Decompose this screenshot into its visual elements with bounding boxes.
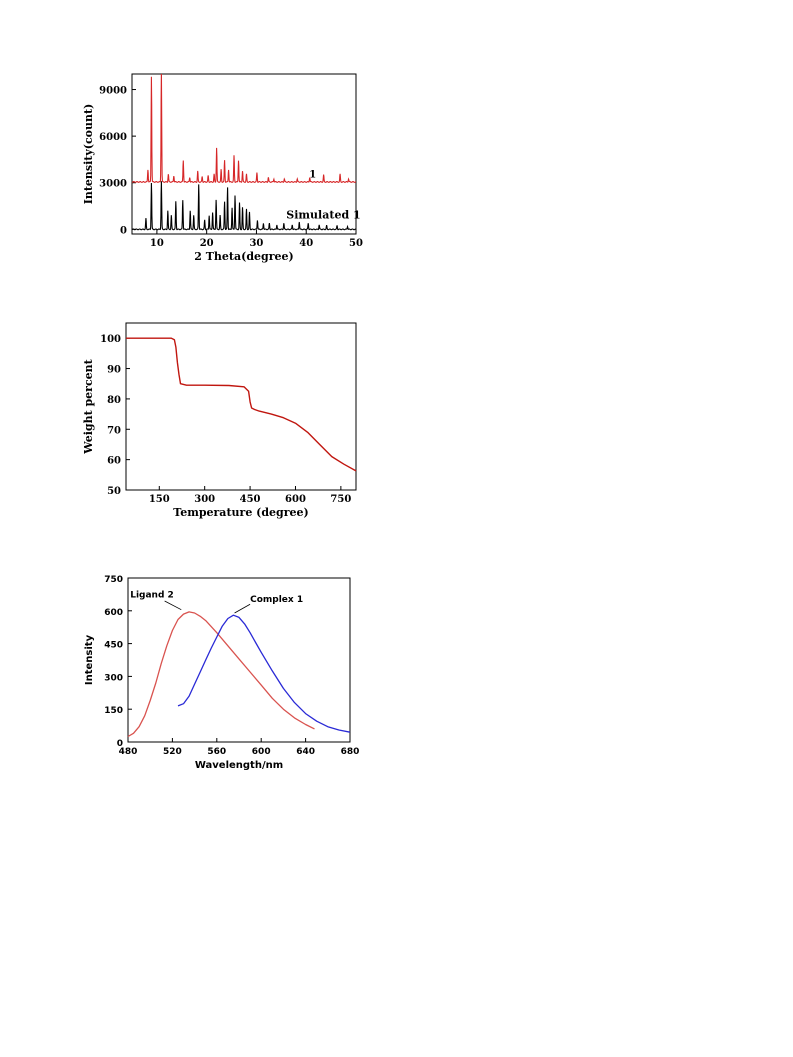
- x-tick-label: 20: [200, 238, 214, 249]
- x-tick-label: 750: [330, 494, 351, 505]
- y-tick-label: 90: [107, 365, 121, 376]
- y-tick-label: 300: [104, 673, 123, 683]
- annotation-leader-ligand-2: [164, 600, 182, 611]
- x-tick-label: 560: [207, 747, 226, 757]
- y-tick-label: 70: [107, 425, 121, 436]
- y-tick-label: 750: [104, 575, 123, 585]
- y-tick-label: 9000: [99, 86, 127, 97]
- y-tick-label: 80: [107, 395, 121, 406]
- series-line-simulated-1: [132, 181, 356, 231]
- x-tick-label: 640: [296, 747, 315, 757]
- x-tick-label: 300: [194, 494, 215, 505]
- y-tick-label: 450: [104, 641, 123, 651]
- x-tick-label: 10: [150, 238, 164, 249]
- x-tick-label: 40: [299, 238, 313, 249]
- x-tick-label: 600: [285, 494, 306, 505]
- series-line-weight: [126, 337, 357, 472]
- series-line-sample-1: [132, 74, 356, 183]
- y-tick-label: 600: [104, 608, 123, 618]
- y-tick-label: 100: [100, 334, 121, 345]
- x-axis-label: Temperature (degree): [173, 506, 308, 519]
- y-axis-label: Weight percent: [82, 358, 95, 454]
- x-tick-label: 600: [252, 747, 271, 757]
- y-axis-label: Intensity(count): [82, 104, 95, 205]
- x-tick-label: 450: [240, 494, 261, 505]
- x-tick-label: 50: [349, 238, 363, 249]
- x-axis-label: 2 Theta(degree): [194, 250, 293, 263]
- pl-chart-svg: 480 520 560 600 640 680 0 150 300 450 600 750 Wavele…: [84, 575, 360, 771]
- plot-frame: [127, 577, 351, 743]
- y-tick-label: 3000: [99, 179, 127, 190]
- y-tick-label: 0: [117, 739, 123, 749]
- annotation-ligand-2: Ligand 2: [130, 591, 174, 601]
- x-tick-label: 150: [149, 494, 170, 505]
- annotation-leader-complex-1: [234, 603, 251, 614]
- xrd-chart: 10 20 30 40 50 0 3000 6000 9000 2 Theta(degree) In…: [80, 60, 380, 275]
- x-tick-label: 520: [163, 747, 182, 757]
- y-tick-label: 6000: [99, 132, 127, 143]
- series-label-simulated-1: Simulated 1: [286, 208, 360, 221]
- x-axis-label: Wavelength/nm: [195, 760, 283, 770]
- x-tick-label: 680: [341, 747, 360, 757]
- series-line-complex-1: [177, 614, 351, 733]
- y-tick-label: 50: [107, 486, 121, 497]
- series-label-sample-1: 1: [309, 169, 316, 180]
- annotation-complex-1: Complex 1: [250, 595, 303, 605]
- y-axis-label: Intensity: [84, 634, 95, 685]
- y-tick-label: 0: [120, 225, 127, 236]
- pl-chart: 480 520 560 600 640 680 0 150 300 450 600 750 Wavele…: [80, 570, 380, 771]
- y-tick-label: 150: [104, 706, 123, 716]
- plot-frame: [125, 322, 357, 491]
- x-tick-label: 30: [249, 238, 263, 249]
- xrd-chart-svg: 10 20 30 40 50 0 3000 6000 9000 2 Theta(degree) In…: [82, 73, 363, 263]
- tga-chart-svg: 150 300 450 600 750 50 60 70 80 90 100 Temperature …: [82, 322, 357, 519]
- y-tick-label: 60: [107, 456, 121, 467]
- x-tick-label: 480: [119, 747, 138, 757]
- plot-frame: [131, 73, 357, 235]
- tga-chart: 150 300 450 600 750 50 60 70 80 90 100 Temperature …: [80, 315, 380, 525]
- series-line-ligand-2: [127, 611, 315, 738]
